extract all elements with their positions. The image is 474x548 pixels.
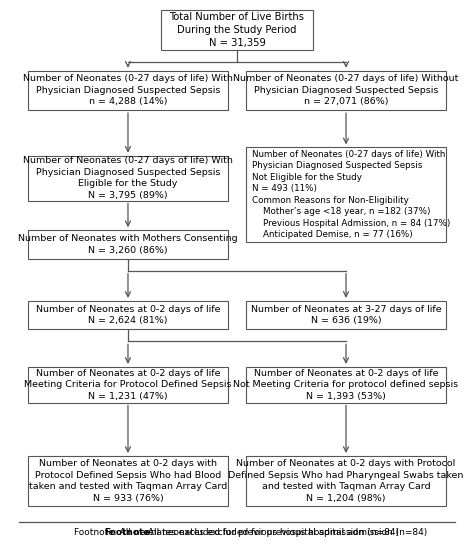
- FancyBboxPatch shape: [28, 71, 228, 110]
- Text: Number of Neonates (0-27 days of life) With
Physician Diagnosed Suspected Sepsis: Number of Neonates (0-27 days of life) W…: [252, 150, 451, 239]
- FancyBboxPatch shape: [246, 147, 446, 242]
- FancyBboxPatch shape: [246, 71, 446, 110]
- FancyBboxPatch shape: [28, 230, 228, 259]
- Text: Number of Neonates (0-27 days of life) Without
Physician Diagnosed Suspected Sep: Number of Neonates (0-27 days of life) W…: [233, 75, 459, 106]
- Text: Number of Neonates (0-27 days of life) With
Physician Diagnosed Suspected Sepsis: Number of Neonates (0-27 days of life) W…: [23, 75, 233, 106]
- Text: Number of Neonates with Mothers Consenting
N = 3,260 (86%): Number of Neonates with Mothers Consenti…: [18, 234, 238, 255]
- Text: Number of Neonates at 0-2 days of life
Meeting Criteria for Protocol Defined Sep: Number of Neonates at 0-2 days of life M…: [24, 369, 232, 401]
- Text: Number of Neonates at 3-27 days of life
N = 636 (19%): Number of Neonates at 3-27 days of life …: [251, 305, 441, 326]
- Text: Number of Neonates at 0-2 days with
Protocol Defined Sepsis Who had Blood
taken : Number of Neonates at 0-2 days with Prot…: [29, 459, 227, 503]
- FancyBboxPatch shape: [246, 301, 446, 329]
- Text: All neonates excluded for previous hospital admission (n=84): All neonates excluded for previous hospi…: [145, 528, 427, 537]
- FancyBboxPatch shape: [246, 456, 446, 506]
- Text: Number of Neonates at 0-2 days with Protocol
Defined Sepsis Who had Pharyngeal S: Number of Neonates at 0-2 days with Prot…: [228, 459, 464, 503]
- FancyBboxPatch shape: [246, 367, 446, 402]
- Text: Number of Neonates (0-27 days of life) With
Physician Diagnosed Suspected Sepsis: Number of Neonates (0-27 days of life) W…: [23, 156, 233, 200]
- Text: Number of Neonates at 0-2 days of life
N = 2,624 (81%): Number of Neonates at 0-2 days of life N…: [36, 305, 220, 326]
- Text: Footnote:: Footnote:: [104, 528, 154, 537]
- Text: Total Number of Live Births
During the Study Period
N = 31,359: Total Number of Live Births During the S…: [170, 13, 304, 48]
- FancyBboxPatch shape: [28, 456, 228, 506]
- FancyBboxPatch shape: [28, 156, 228, 201]
- FancyBboxPatch shape: [161, 10, 313, 50]
- FancyBboxPatch shape: [28, 301, 228, 329]
- Text: Number of Neonates at 0-2 days of life
Not Meeting Criteria for protocol defined: Number of Neonates at 0-2 days of life N…: [234, 369, 458, 401]
- FancyBboxPatch shape: [28, 367, 228, 402]
- Text: Footnote: All neonates excluded for previous hospital admission (n=84): Footnote: All neonates excluded for prev…: [74, 528, 400, 537]
